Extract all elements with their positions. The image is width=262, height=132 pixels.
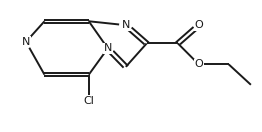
Text: N: N [122,20,130,30]
Text: N: N [103,43,112,53]
Text: N: N [22,37,30,47]
Text: Cl: Cl [83,96,94,106]
Text: O: O [194,20,203,30]
Text: O: O [194,59,203,69]
